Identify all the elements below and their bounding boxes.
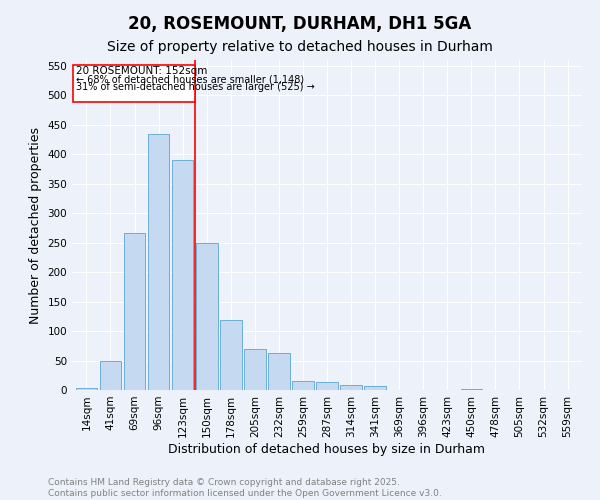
Bar: [76, 388, 97, 390]
Y-axis label: Number of detached properties: Number of detached properties: [29, 126, 42, 324]
Text: 20 ROSEMOUNT: 152sqm: 20 ROSEMOUNT: 152sqm: [76, 66, 207, 76]
Bar: [196, 242, 218, 390]
Bar: [172, 160, 193, 390]
Bar: [292, 381, 314, 390]
Bar: [340, 386, 362, 390]
Bar: [244, 349, 266, 390]
Bar: [364, 386, 386, 390]
Bar: [148, 134, 169, 390]
Text: 20, ROSEMOUNT, DURHAM, DH1 5GA: 20, ROSEMOUNT, DURHAM, DH1 5GA: [128, 15, 472, 33]
Bar: [100, 360, 121, 390]
X-axis label: Distribution of detached houses by size in Durham: Distribution of detached houses by size …: [169, 442, 485, 456]
Text: ← 68% of detached houses are smaller (1,148): ← 68% of detached houses are smaller (1,…: [76, 74, 304, 84]
Bar: [316, 382, 338, 390]
Bar: [220, 320, 242, 390]
Bar: [268, 354, 290, 390]
Text: Size of property relative to detached houses in Durham: Size of property relative to detached ho…: [107, 40, 493, 54]
Text: 31% of semi-detached houses are larger (525) →: 31% of semi-detached houses are larger (…: [76, 82, 314, 92]
Bar: [73, 64, 194, 102]
Bar: [461, 389, 482, 390]
Text: Contains HM Land Registry data © Crown copyright and database right 2025.
Contai: Contains HM Land Registry data © Crown c…: [48, 478, 442, 498]
Bar: [124, 232, 145, 390]
